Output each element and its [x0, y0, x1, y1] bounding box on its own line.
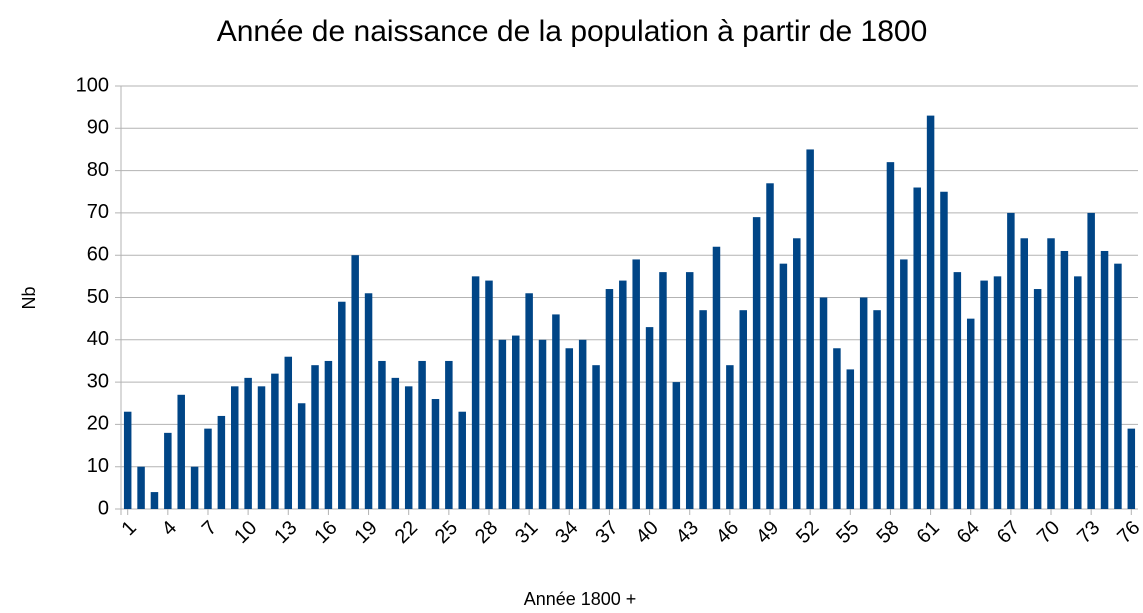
- bar: [150, 492, 159, 509]
- bar: [726, 365, 734, 509]
- bar: [752, 217, 761, 509]
- bar: [458, 411, 466, 509]
- y-tick-label: 10: [87, 455, 109, 477]
- bar: [833, 348, 841, 509]
- bar: [779, 263, 788, 509]
- bar: [204, 428, 212, 509]
- y-tick-label: 50: [87, 286, 109, 308]
- bar: [1127, 428, 1136, 509]
- y-tick-label: 60: [87, 243, 109, 265]
- bar: [873, 310, 881, 509]
- bar: [619, 280, 627, 509]
- bar: [324, 360, 333, 509]
- bar: [552, 314, 560, 509]
- bar: [980, 280, 988, 509]
- bar: [605, 289, 614, 509]
- bar: [164, 432, 172, 509]
- bar: [1074, 276, 1082, 509]
- bar: [391, 377, 400, 509]
- y-tick-label: 100: [76, 74, 109, 96]
- bar: [351, 255, 359, 509]
- bar: [271, 373, 279, 509]
- bar: [712, 246, 721, 510]
- bar: [123, 411, 132, 509]
- bar: [672, 382, 681, 509]
- bar: [592, 365, 600, 509]
- bar: [498, 339, 507, 509]
- y-axis-title: Nb: [19, 286, 39, 309]
- bar: [364, 293, 373, 509]
- y-tick-label: 40: [87, 328, 109, 350]
- bar: [297, 403, 306, 509]
- bar: [338, 301, 346, 509]
- bar: [859, 297, 868, 509]
- bar: [418, 360, 426, 509]
- bar: [485, 280, 493, 509]
- bar: [1007, 212, 1015, 509]
- x-axis-title: Année 1800 +: [524, 589, 637, 609]
- bar: [1100, 250, 1109, 509]
- y-tick-label: 0: [98, 497, 109, 519]
- bar: [525, 293, 533, 509]
- bar: [578, 339, 587, 509]
- bar: [953, 272, 962, 509]
- bar: [940, 191, 948, 509]
- bar: [699, 310, 707, 509]
- bar: [404, 386, 413, 509]
- bar: [913, 187, 921, 509]
- y-tick-label: 80: [87, 159, 109, 181]
- bar: [846, 369, 855, 509]
- bar: [512, 335, 520, 509]
- bar: [1047, 238, 1055, 509]
- y-tick-label: 30: [87, 370, 109, 392]
- bar: [257, 386, 266, 509]
- bar: [819, 297, 828, 509]
- bar: [538, 339, 547, 509]
- bar: [471, 276, 480, 509]
- bar: [230, 386, 239, 509]
- bar: [445, 360, 453, 509]
- bar: [886, 162, 895, 509]
- bar: [244, 377, 252, 509]
- bar: [645, 327, 654, 509]
- bar: [190, 466, 199, 509]
- y-tick-label: 90: [87, 117, 109, 139]
- bar: [1020, 238, 1029, 509]
- bar: [793, 238, 801, 509]
- bar: [806, 149, 814, 509]
- y-tick-label: 20: [87, 413, 109, 435]
- bar: [1087, 212, 1095, 509]
- bar: [685, 272, 694, 509]
- bar: [431, 399, 440, 509]
- bar: [1114, 263, 1122, 509]
- bar: [659, 272, 667, 509]
- bar: [632, 259, 640, 509]
- bar: [284, 356, 293, 509]
- y-tick-label: 70: [87, 201, 109, 223]
- bar: [766, 183, 774, 510]
- bar: [137, 466, 145, 509]
- bar: [311, 365, 319, 509]
- bar: [1060, 250, 1069, 509]
- bar: [966, 318, 975, 509]
- bar: [993, 276, 1002, 509]
- bar: [926, 115, 935, 510]
- bar: [565, 348, 574, 509]
- bar: [217, 415, 226, 509]
- bar: [1033, 289, 1042, 509]
- bar: [378, 360, 386, 509]
- bar: [900, 259, 908, 509]
- bar: [739, 310, 747, 509]
- bar: [177, 394, 185, 509]
- chart-title: Année de naissance de la population à pa…: [217, 15, 928, 48]
